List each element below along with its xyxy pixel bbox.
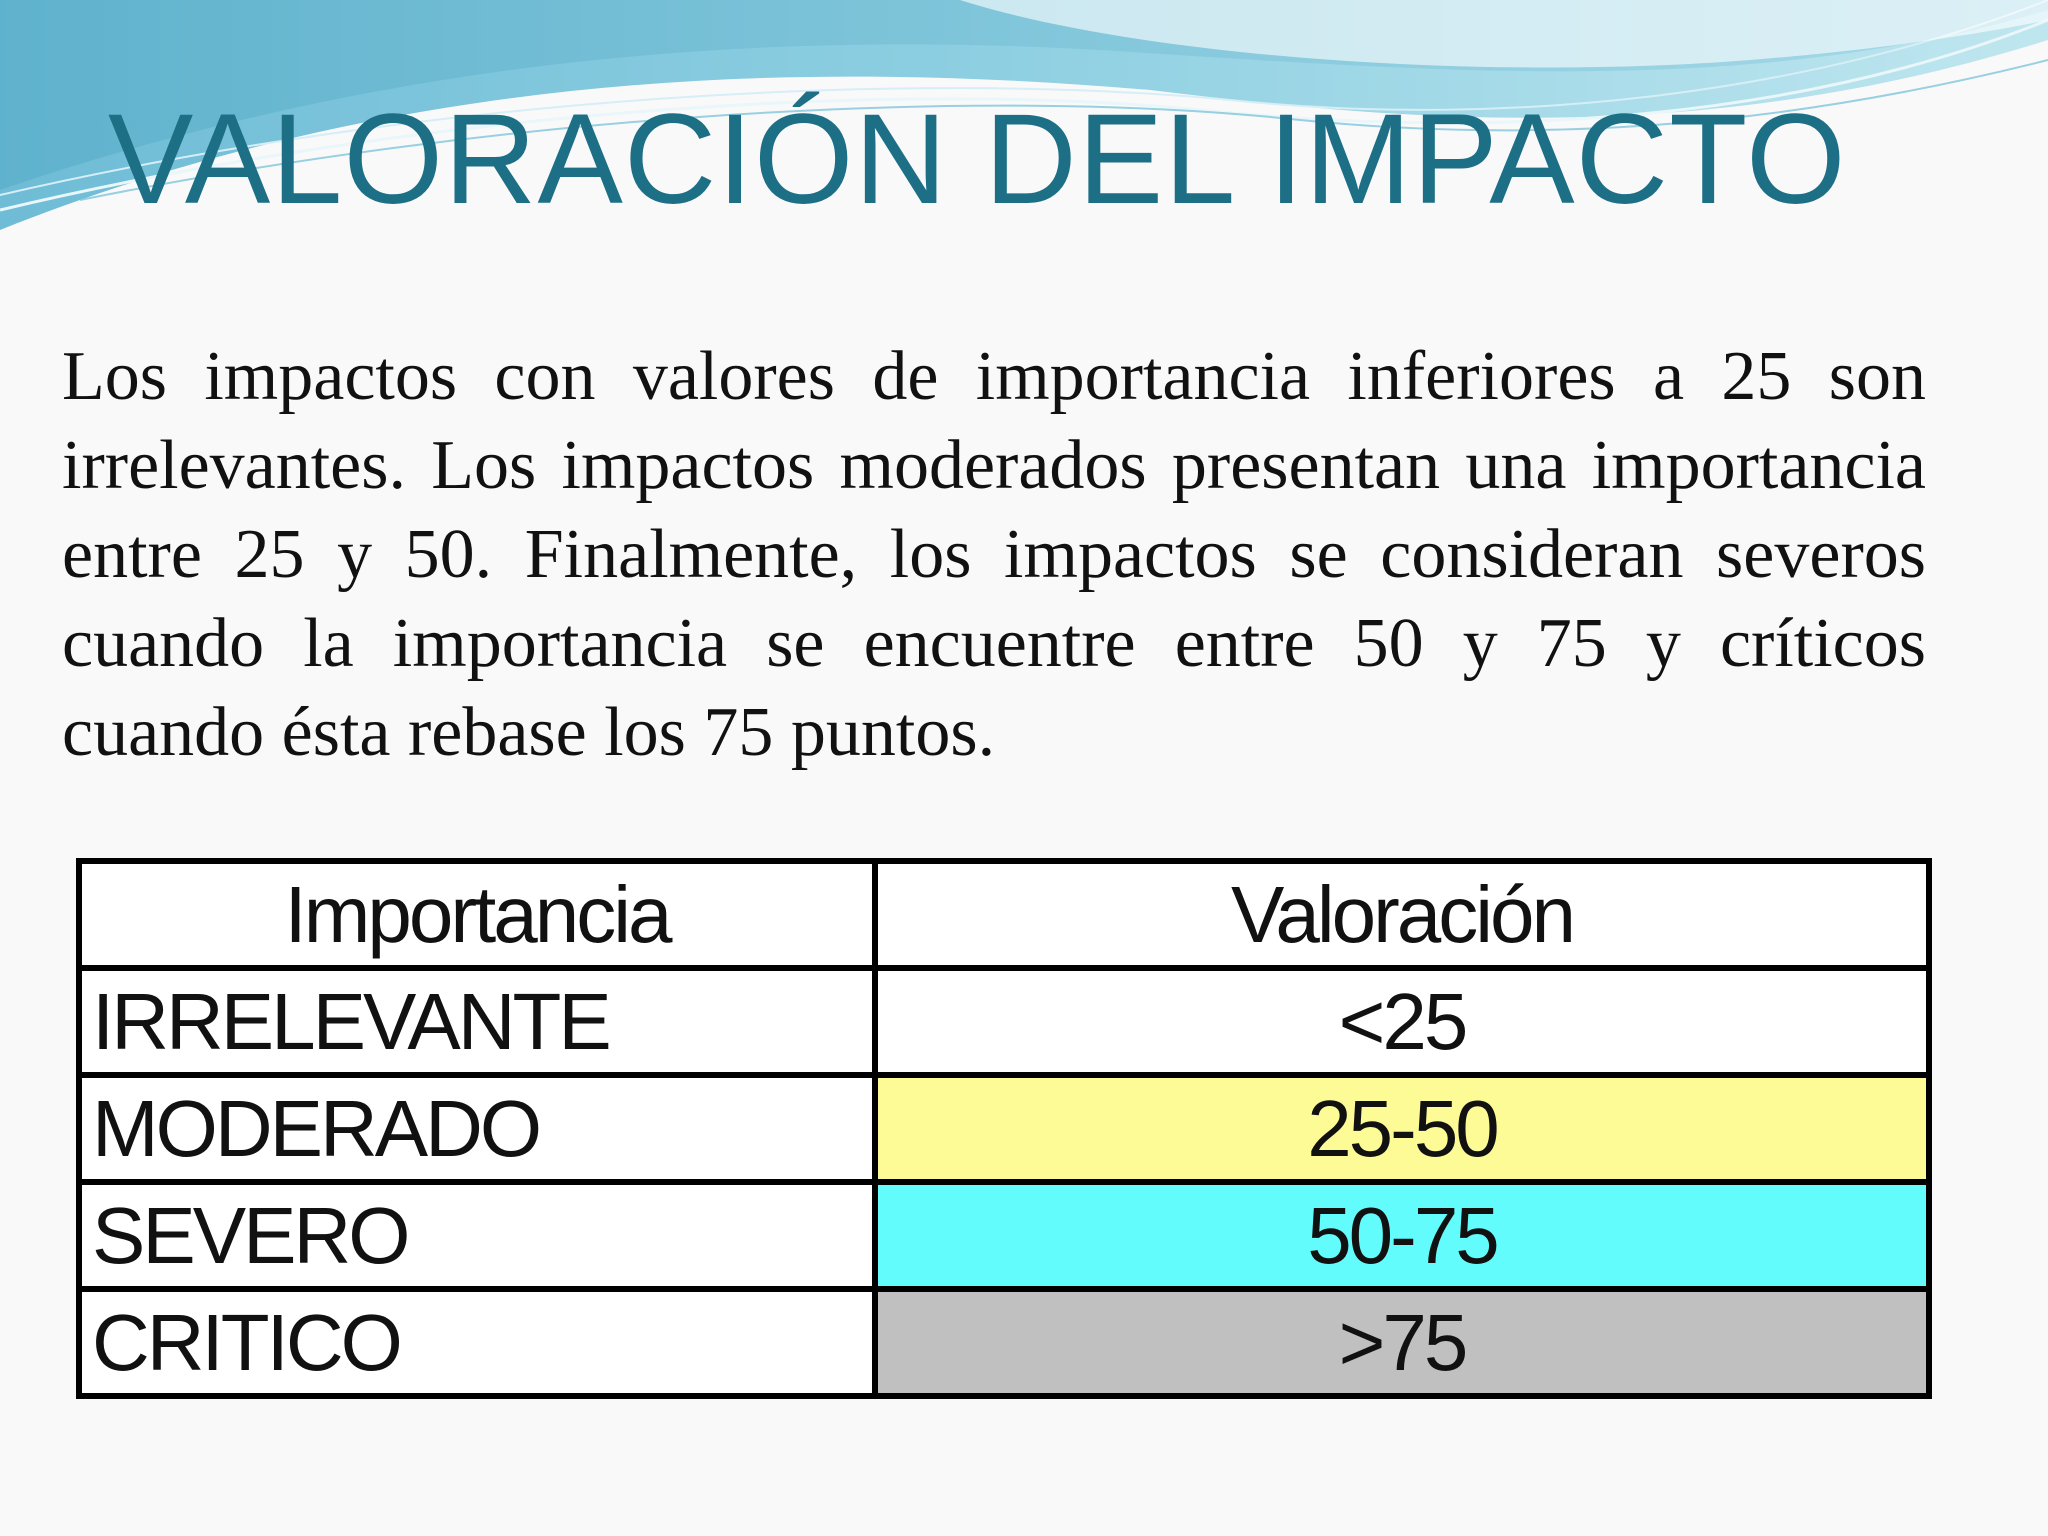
- row-value-irrelevante: <25: [872, 965, 1932, 1078]
- row-value-moderado: 25-50: [872, 1072, 1932, 1185]
- table-row: IRRELEVANTE <25: [76, 965, 1932, 1078]
- table-header-row: Importancia Valoración: [76, 858, 1932, 971]
- row-name-irrelevante: IRRELEVANTE: [76, 965, 878, 1078]
- row-value-severo: 50-75: [872, 1179, 1932, 1292]
- slide-title: VALORACIÓN DEL IMPACTO: [108, 88, 1847, 231]
- table-row: SEVERO 50-75: [76, 1179, 1932, 1292]
- impact-valuation-table: Importancia Valoración IRRELEVANTE <25 M…: [76, 858, 1932, 1399]
- row-name-moderado: MODERADO: [76, 1072, 878, 1185]
- row-value-critico: >75: [872, 1286, 1932, 1399]
- header-importancia: Importancia: [76, 858, 878, 971]
- table-row: CRITICO >75: [76, 1286, 1932, 1399]
- header-valoracion: Valoración: [872, 858, 1932, 971]
- row-name-critico: CRITICO: [76, 1286, 878, 1399]
- row-name-severo: SEVERO: [76, 1179, 878, 1292]
- header-wave-decoration: [0, 0, 2048, 230]
- body-paragraph: Los impactos con valores de importancia …: [62, 338, 1926, 771]
- table-row: MODERADO 25-50: [76, 1072, 1932, 1185]
